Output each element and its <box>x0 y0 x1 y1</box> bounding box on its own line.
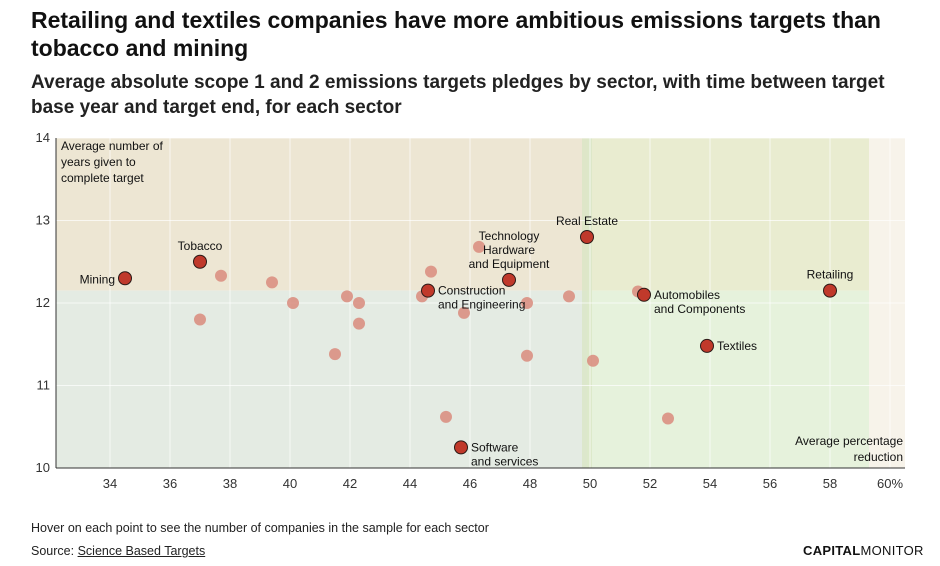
sector-label: Real Estate <box>556 214 618 228</box>
y-tick-label: 13 <box>36 213 50 228</box>
y-tick-label: 14 <box>36 130 50 145</box>
sector-point <box>287 297 299 309</box>
brand-bold: CAPITAL <box>803 543 861 558</box>
sector-point <box>440 410 452 423</box>
brand-logo: CAPITALMONITOR <box>803 543 924 558</box>
sector-label: Technology Hardware and Equipment <box>469 229 550 271</box>
highlighted-sector-point <box>502 272 516 287</box>
x-tick-label: 50 <box>583 476 597 491</box>
sector-point <box>662 412 674 425</box>
x-tick-label: 52 <box>643 476 657 491</box>
x-tick-label: 34 <box>103 476 117 491</box>
sector-point <box>521 349 533 362</box>
sector-point <box>353 297 365 309</box>
sector-label: Mining <box>80 272 115 286</box>
source-prefix: Source: <box>31 544 75 558</box>
sector-label: Retailing <box>807 268 854 282</box>
quadrant-bottom-right <box>587 290 869 468</box>
x-tick-label: 36 <box>163 476 177 491</box>
quadrant-top-right <box>587 138 869 291</box>
highlighted-sector-point <box>421 283 435 298</box>
quadrant-bottom-left <box>56 290 587 468</box>
quadrant-top-left <box>56 138 587 291</box>
y-axis-label: Average number of years given to complete … <box>61 139 164 185</box>
sector-point <box>341 290 353 303</box>
y-tick-label: 12 <box>36 295 50 310</box>
sector-label: Automobiles and Components <box>654 288 745 316</box>
sector-point <box>194 313 206 326</box>
x-tick-label: 46 <box>463 476 477 491</box>
x-tick-label: 56 <box>763 476 777 491</box>
chart-subtitle: Average absolute scope 1 and 2 emissions… <box>31 72 885 118</box>
sector-point <box>266 276 278 289</box>
x-tick-label: 38 <box>223 476 237 491</box>
sector-label: Construction and Engineering <box>438 284 525 312</box>
highlighted-sector-point <box>700 338 714 353</box>
highlighted-sector-point <box>193 254 207 269</box>
y-tick-label: 11 <box>37 378 51 393</box>
highlighted-sector-point <box>637 287 651 302</box>
sector-label: Software and services <box>471 440 538 468</box>
brand-light: MONITOR <box>860 543 924 558</box>
sector-point <box>587 354 599 367</box>
chart-title: Retailing and textiles companies have mo… <box>31 7 881 61</box>
x-tick-label: 42 <box>343 476 357 491</box>
sector-point <box>458 306 470 319</box>
sector-label: Tobacco <box>178 239 223 253</box>
highlighted-sector-point <box>580 230 594 244</box>
sector-label: Textiles <box>717 339 757 353</box>
sector-point <box>521 297 533 309</box>
x-axis-label: Average percentage reduction <box>795 434 903 464</box>
x-tick-label: 40 <box>283 476 297 491</box>
sector-point <box>425 265 437 278</box>
x-tick-label: 54 <box>703 476 717 491</box>
scatter-chart: 10 11 12 13 14 34 36 38 40 42 44 46 48 50 52 54 56 58 60% A… <box>36 130 905 491</box>
sector-point <box>563 290 575 303</box>
y-tick-label: 10 <box>36 460 50 475</box>
x-tick-label: 48 <box>523 476 537 491</box>
highlighted-sector-point <box>118 271 132 286</box>
x-tick-label: 44 <box>403 476 417 491</box>
source-link[interactable]: Science Based Targets <box>77 544 206 558</box>
sector-point <box>329 348 341 361</box>
x-tick-label: 60% <box>877 476 903 491</box>
source-line: Source: Science Based Targets <box>31 544 205 558</box>
highlighted-sector-point <box>454 440 468 455</box>
sector-point <box>353 317 365 330</box>
hover-note: Hover on each point to see the number of… <box>31 521 489 535</box>
sector-point <box>473 240 485 253</box>
sector-point <box>215 269 227 282</box>
x-tick-label: 58 <box>823 476 837 491</box>
highlighted-sector-point <box>823 283 837 298</box>
